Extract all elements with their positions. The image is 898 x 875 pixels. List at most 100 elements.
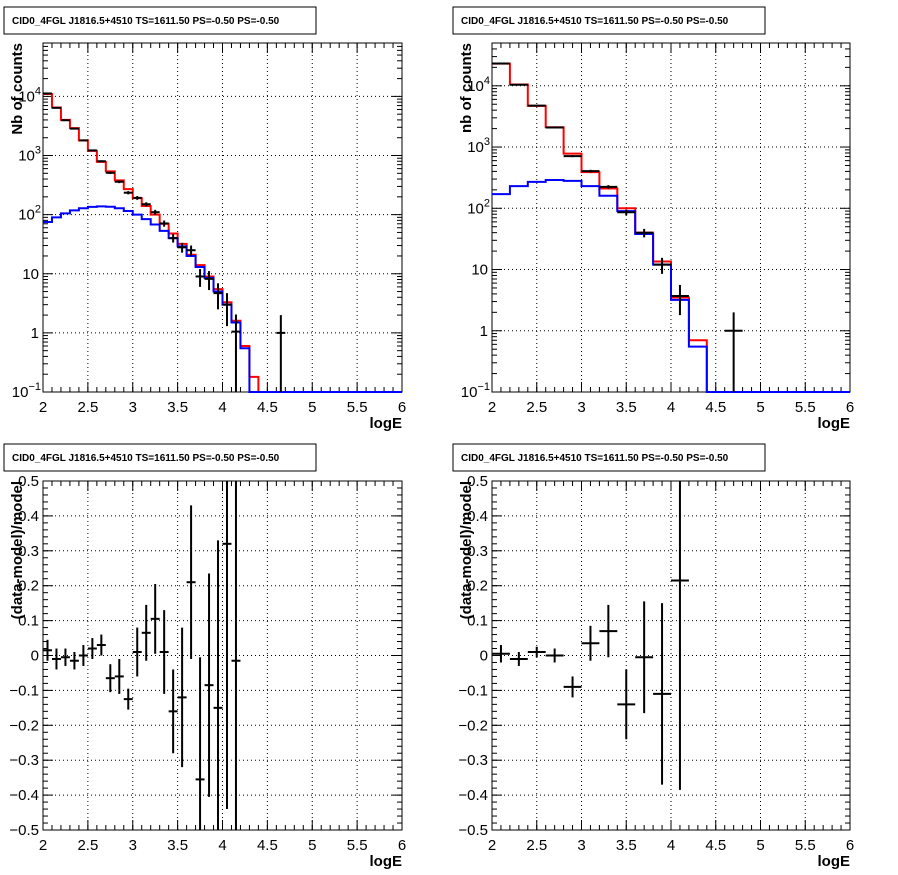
- data-point: [653, 257, 671, 274]
- y-tick-label: 104: [467, 75, 490, 95]
- y-tick-label: 102: [18, 204, 41, 224]
- y-tick-label: −0.4: [9, 787, 39, 804]
- data-point: [69, 652, 79, 670]
- y-tick-label: 103: [467, 136, 490, 156]
- x-tick-label: 5.5: [347, 837, 368, 854]
- y-tick-label: −0.5: [458, 822, 488, 839]
- y-tick-label: −0.1: [458, 682, 488, 699]
- x-tick-label: 3.5: [616, 837, 637, 854]
- data-point: [168, 669, 178, 754]
- x-tick-label: 2.5: [526, 837, 547, 854]
- panel-title: CID0_4FGL J1816.5+4510 TS=1611.50 PS=-0.…: [12, 16, 280, 27]
- data-point: [51, 648, 61, 670]
- x-tick-label: 5.5: [347, 399, 368, 416]
- y-tick-label: −0.5: [9, 822, 39, 839]
- panel-title: CID0_4FGL J1816.5+4510 TS=1611.50 PS=-0.…: [12, 453, 280, 464]
- data-point: [159, 220, 169, 227]
- data-point: [599, 604, 618, 658]
- x-tick-label: 2.5: [77, 399, 98, 416]
- data-point: [204, 573, 214, 797]
- data-point: [545, 126, 564, 129]
- y-tick-label: 0.1: [467, 613, 488, 630]
- y-tick-label: 0.2: [467, 578, 488, 595]
- x-axis-label: logE: [370, 415, 403, 432]
- plot-frame: [42, 42, 403, 393]
- data-point: [60, 119, 70, 122]
- y-tick-label: 0.5: [18, 473, 39, 490]
- data-point: [653, 603, 671, 785]
- x-tick-label: 6: [398, 399, 406, 416]
- y-axis-label: nb of counts: [458, 43, 475, 133]
- y-tick-label: 0.3: [18, 543, 39, 560]
- x-tick-label: 2: [488, 837, 496, 854]
- x-tick-label: 3: [129, 837, 137, 854]
- x-tick-label: 4.5: [705, 837, 726, 854]
- title-box: [452, 6, 766, 35]
- data-point: [186, 245, 196, 256]
- title-box: [3, 443, 317, 472]
- data-point: [132, 196, 142, 200]
- x-tick-label: 6: [846, 837, 854, 854]
- y-tick-label: −0.3: [9, 752, 39, 769]
- data-point: [123, 688, 133, 710]
- data-point: [671, 481, 689, 790]
- x-tick-label: 5: [308, 399, 316, 416]
- data-point: [527, 104, 546, 107]
- data-point: [213, 540, 223, 830]
- data-point: [492, 645, 510, 663]
- data-point: [114, 180, 124, 184]
- data-point: [60, 648, 70, 666]
- data-point: [671, 284, 689, 316]
- y-tick-label: 10−1: [12, 381, 41, 401]
- x-tick-label: 4: [218, 399, 226, 416]
- panel-top-right-counts: 2 2.5 3 3.5 4 4.5 5 5.5 6 10−1 1 10 102 103 104 CID0_4F…: [452, 6, 854, 432]
- x-axis-label: logE: [818, 415, 851, 432]
- x-tick-label: 6: [398, 837, 406, 854]
- title-box: [3, 6, 317, 35]
- y-tick-label: 104: [18, 85, 41, 105]
- y-tick-label: 0.4: [467, 508, 488, 525]
- data-point: [78, 139, 88, 142]
- data-point: [724, 312, 743, 392]
- data-point: [123, 191, 133, 195]
- x-tick-label: 5: [308, 837, 316, 854]
- x-tick-label: 4.5: [705, 399, 726, 416]
- x-axis-label: logE: [370, 853, 403, 870]
- data-point: [114, 658, 124, 694]
- x-tick-label: 3: [129, 399, 137, 416]
- y-tick-label: 10: [471, 262, 488, 279]
- data-point: [177, 242, 187, 253]
- x-tick-label: 2: [39, 837, 47, 854]
- data-point: [159, 610, 169, 694]
- y-axis-label: Nb of counts: [9, 43, 26, 135]
- panel-title: CID0_4FGL J1816.5+4510 TS=1611.50 PS=-0.…: [461, 16, 729, 27]
- y-tick-label: −0.2: [9, 717, 39, 734]
- x-tick-label: 5: [756, 399, 764, 416]
- y-tick-label: 0.4: [18, 508, 39, 525]
- x-tick-label: 3: [577, 399, 585, 416]
- data-point: [195, 657, 205, 830]
- data-point: [635, 601, 654, 714]
- data-point: [231, 481, 241, 830]
- data-point: [132, 627, 142, 677]
- data-point: [168, 234, 178, 243]
- x-tick-label: 6: [846, 399, 854, 416]
- title-box: [452, 443, 766, 472]
- x-tick-label: 3.5: [167, 837, 188, 854]
- y-tick-label: 0.5: [467, 473, 488, 490]
- data-point: [87, 638, 97, 659]
- x-tick-label: 4: [667, 837, 675, 854]
- x-tick-label: 3: [577, 837, 585, 854]
- data-point: [87, 149, 97, 152]
- y-tick-label: 1: [31, 325, 39, 342]
- x-tick-label: 4: [218, 837, 226, 854]
- y-tick-label: 10−1: [461, 381, 490, 401]
- data-point: [276, 315, 286, 392]
- x-tick-label: 4.5: [257, 399, 278, 416]
- x-tick-label: 5: [756, 837, 764, 854]
- data-point: [69, 127, 79, 130]
- x-tick-label: 4: [667, 399, 675, 416]
- data-point: [96, 160, 106, 163]
- data-point: [509, 652, 528, 666]
